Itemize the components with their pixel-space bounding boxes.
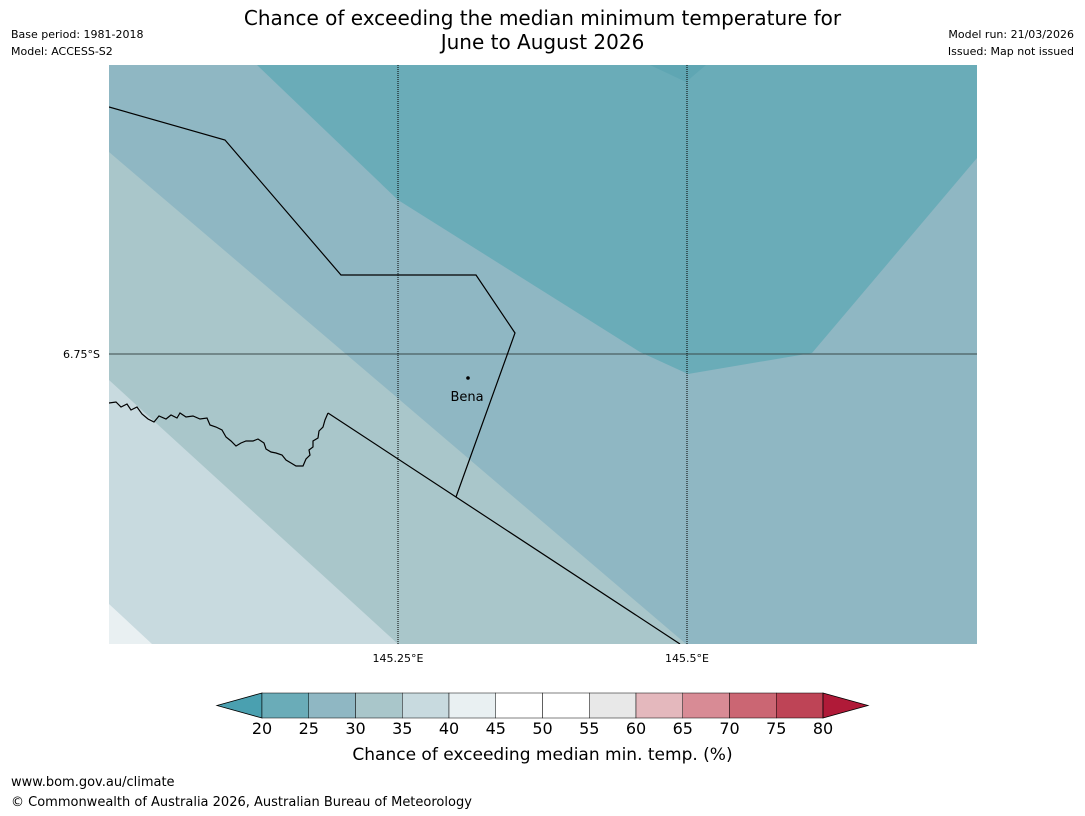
colorbar-band-60_65: [635, 692, 683, 719]
colorbar-band-40_45: [448, 692, 496, 719]
model-run: Model run: 21/03/2026: [948, 28, 1074, 41]
colorbar-tick-label: 45: [485, 719, 506, 738]
colorbar-tick-label: 25: [298, 719, 319, 738]
colorbar-band-25_30: [308, 692, 356, 719]
colorbar-ticks: 20 25 30 35 40 45 50 55 60 65 70 75 80: [0, 719, 1085, 739]
band-lt20: [650, 65, 706, 82]
base-period: Base period: 1981-2018: [11, 28, 144, 41]
colorbar-band-35_40: [402, 692, 450, 719]
coastline: [109, 401, 329, 467]
colorbar-band-65_70: [682, 692, 730, 719]
colorbar-tick-label: 40: [438, 719, 460, 738]
colorbar-extension-low: [215, 692, 263, 719]
map-title-line2: June to August 2026: [440, 30, 645, 54]
band-40-45: [109, 604, 152, 644]
map-title: Chance of exceeding the median minimum t…: [0, 6, 1085, 54]
colorbar-tick-label: 75: [766, 719, 787, 738]
footer-copyright: © Commonwealth of Australia 2026, Austra…: [11, 795, 472, 810]
colorbar-band-75_80: [776, 692, 824, 719]
colorbar-label: Chance of exceeding median min. temp. (%…: [352, 745, 733, 765]
colorbar-band-70_75: [729, 692, 777, 719]
colorbar-tick-label: 50: [532, 719, 553, 738]
colorbar-extension-high: [822, 692, 870, 719]
colorbar-band-55_60: [589, 692, 637, 719]
colorbar-tick-label: 20: [251, 719, 273, 738]
colorbar-tick-label: 35: [392, 719, 413, 738]
probability-shading: [109, 65, 977, 644]
map-title-line1: Chance of exceeding the median minimum t…: [243, 6, 842, 30]
colorbar: [215, 692, 870, 719]
lon-label-1: 145.25°E: [373, 652, 424, 665]
colorbar-band-50_55: [542, 692, 590, 719]
place-label-bena: Bena: [450, 390, 483, 405]
colorbar-tick-label: 55: [579, 719, 600, 738]
issued-status: Issued: Map not issued: [947, 45, 1074, 58]
model-name: Model: ACCESS-S2: [11, 45, 113, 58]
colorbar-tick-label: 60: [625, 719, 647, 738]
lon-label-2: 145.5°E: [665, 652, 709, 665]
province-border-south: [327, 412, 681, 644]
lat-label: 6.75°S: [63, 348, 100, 361]
bena-location-dot: [466, 376, 470, 380]
colorbar-band-30_35: [355, 692, 403, 719]
colorbar-tick-label: 30: [345, 719, 366, 738]
colorbar-band-20_25: [261, 692, 309, 719]
meta-right: Model run: 21/03/2026 Issued: Map not is…: [948, 26, 1074, 60]
colorbar-tick-label: 65: [672, 719, 693, 738]
province-border: [109, 106, 516, 498]
colorbar-band-45_50: [495, 692, 543, 719]
band-20-25: [257, 65, 977, 374]
meta-left: Base period: 1981-2018 Model: ACCESS-S2: [11, 26, 143, 60]
colorbar-tick-label: 70: [719, 719, 740, 738]
band-35-40: [109, 380, 398, 644]
colorbar-tick-label: 80: [812, 719, 834, 738]
footer-url[interactable]: www.bom.gov.au/climate: [11, 775, 175, 790]
